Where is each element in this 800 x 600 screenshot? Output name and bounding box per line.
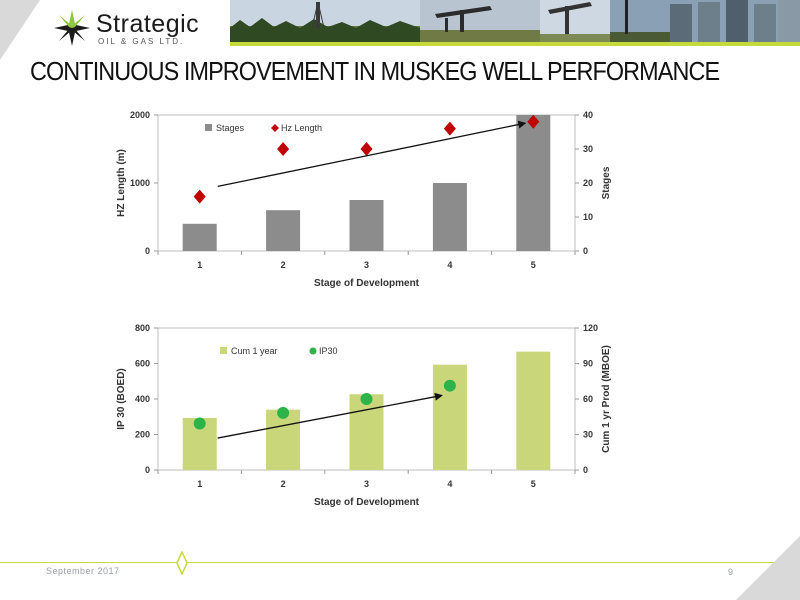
right-axis-title: Cum 1 yr Prod (MBOE) — [601, 345, 612, 453]
x-axis-tick-label: 2 — [281, 479, 286, 489]
bar-stages — [182, 223, 217, 251]
x-axis-tick-label: 1 — [197, 479, 202, 489]
bar-stages — [516, 115, 551, 251]
data-point-hz-length — [527, 114, 540, 129]
bar-stages — [432, 183, 467, 251]
right-axis-tick-label: 60 — [583, 394, 593, 404]
left-axis-tick-label: 400 — [135, 394, 150, 404]
bar-cum-1-year — [266, 409, 301, 470]
x-axis-tick-label: 3 — [364, 260, 369, 270]
legend-swatch-cum-1-year — [220, 347, 227, 354]
page-title: CONTINUOUS IMPROVEMENT IN MUSKEG WELL PE… — [30, 56, 720, 86]
bar-cum-1-year — [516, 351, 551, 470]
legend-swatch-hz-length — [271, 124, 279, 132]
company-logo: Strategic OIL & GAS LTD. — [52, 6, 222, 46]
x-axis-title: Stage of Development — [314, 278, 420, 289]
footer-divider — [0, 562, 800, 563]
right-axis-title: Stages — [601, 166, 612, 199]
bar-stages — [266, 210, 301, 251]
x-axis-tick-label: 3 — [364, 479, 369, 489]
corner-decoration — [0, 0, 40, 60]
bar-cum-1-year — [349, 394, 384, 470]
data-point-ip30 — [193, 417, 206, 430]
footer-date: September 2017 — [46, 566, 120, 576]
data-point-hz-length — [277, 142, 290, 156]
right-axis-tick-label: 10 — [583, 212, 593, 222]
right-axis-tick-label: 0 — [583, 465, 588, 475]
right-axis-tick-label: 30 — [583, 144, 593, 154]
legend-label-cum-1-year: Cum 1 year — [231, 346, 278, 356]
legend-label-hz-length: Hz Length — [281, 123, 322, 133]
x-axis-tick-label: 1 — [197, 260, 202, 270]
left-axis-tick-label: 0 — [145, 465, 150, 475]
logo-star-icon — [54, 10, 90, 46]
page-number: 9 — [728, 567, 734, 577]
right-axis-tick-label: 40 — [583, 110, 593, 120]
left-axis-tick-label: 2000 — [130, 110, 150, 120]
right-axis-tick-label: 30 — [583, 430, 593, 440]
data-point-ip30 — [277, 406, 290, 419]
x-axis-tick-label: 5 — [531, 260, 536, 270]
x-axis-tick-label: 4 — [447, 479, 452, 489]
chart-ip30-cum-production: 0 200 400 600 800 0 30 60 90 120 1 2 3 4 5 Cum 1 year IP… — [116, 323, 612, 508]
header-accent-line — [230, 42, 800, 46]
legend-label-ip30: IP30 — [319, 346, 338, 356]
chart-hz-length-stages: 0 1000 2000 0 10 20 30 40 1 2 3 4 5 Stages Hz Length St… — [116, 110, 612, 289]
logo-subtitle: OIL & GAS LTD. — [98, 37, 185, 46]
data-point-hz-length — [193, 189, 206, 204]
left-axis-title: HZ Length (m) — [116, 149, 127, 217]
footer-diamond-icon — [176, 551, 188, 575]
x-axis-tick-label: 5 — [531, 479, 536, 489]
x-axis-tick-label: 2 — [281, 260, 286, 270]
corner-decoration-bottom — [736, 536, 800, 600]
right-axis-tick-label: 20 — [583, 178, 593, 188]
legend-label-stages: Stages — [216, 123, 245, 133]
header-banner-image — [230, 0, 800, 42]
x-axis-tick-label: 4 — [447, 260, 452, 270]
x-axis-title: Stage of Development — [314, 497, 420, 508]
left-axis-tick-label: 1000 — [130, 178, 150, 188]
left-axis-title: IP 30 (BOED) — [116, 368, 127, 430]
bar-stages — [349, 200, 384, 251]
left-axis-tick-label: 600 — [135, 359, 150, 369]
trend-arrow — [217, 120, 527, 188]
right-axis-tick-label: 90 — [583, 359, 593, 369]
data-point-hz-length — [443, 121, 456, 136]
right-axis-tick-label: 120 — [583, 323, 598, 333]
legend-swatch-ip30 — [309, 347, 317, 355]
data-point-hz-length — [360, 142, 373, 156]
data-point-ip30 — [443, 379, 456, 392]
data-point-ip30 — [360, 393, 373, 405]
left-axis-tick-label: 0 — [145, 246, 150, 256]
legend-swatch-stages — [205, 124, 212, 131]
left-axis-tick-label: 200 — [135, 430, 150, 440]
left-axis-tick-label: 800 — [135, 323, 150, 333]
logo-name: Strategic — [96, 10, 200, 38]
trend-arrow — [217, 392, 443, 439]
right-axis-tick-label: 0 — [583, 246, 588, 256]
